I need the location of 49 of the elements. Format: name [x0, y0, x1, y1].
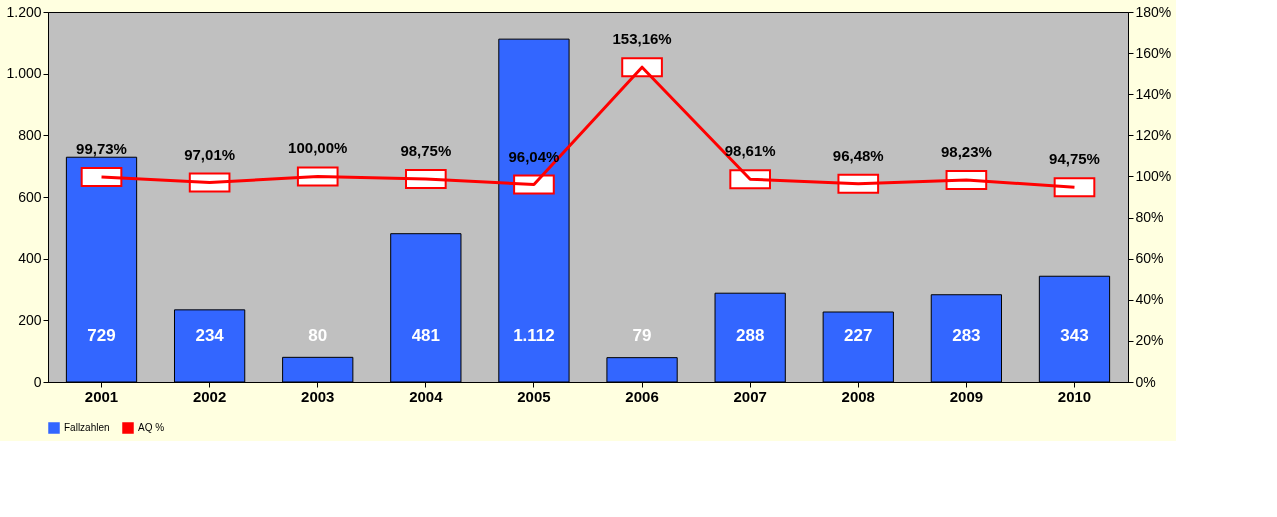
y2-tick-label: 40%	[1135, 291, 1164, 308]
data-label: 80	[308, 326, 328, 345]
data-label: 343	[1060, 326, 1089, 345]
data-label: 153,16%	[612, 30, 672, 48]
data-label: 729	[87, 326, 116, 345]
y2-tick-label: 80%	[1135, 209, 1164, 226]
y2-tick-label: 100%	[1135, 167, 1172, 184]
data-label: 283	[952, 326, 981, 345]
x-tick-label: 2003	[301, 387, 335, 405]
y-tick-label: 600	[18, 188, 42, 205]
y2-tick-label: 140%	[1135, 85, 1172, 102]
y2-tick-label: 20%	[1135, 332, 1164, 349]
y-tick-label: 0	[33, 373, 42, 390]
y-tick-label: 400	[18, 250, 42, 267]
data-label: 234	[195, 326, 225, 345]
legend-label: Fallzahlen	[64, 422, 110, 433]
data-label: 227	[844, 326, 873, 345]
y2-tick-label: 120%	[1135, 126, 1172, 143]
x-tick-label: 2005	[517, 387, 551, 405]
data-label: 98,61%	[724, 142, 776, 160]
x-tick-label: 2004	[409, 387, 444, 405]
y-tick-label: 800	[18, 126, 42, 143]
data-label: 98,75%	[400, 142, 452, 160]
y-tick-label: 1.200	[6, 3, 42, 20]
x-tick-label: 2006	[625, 387, 659, 405]
y-tick-label: 1.000	[6, 65, 42, 82]
y2-tick-label: 160%	[1135, 44, 1172, 61]
x-tick-label: 2009	[949, 387, 984, 405]
y-tick-label: 200	[18, 311, 42, 328]
x-tick-label: 2007	[733, 387, 767, 405]
data-label: 79	[632, 326, 652, 345]
legend-label: AQ %	[138, 422, 165, 433]
data-label: 1.112	[513, 326, 555, 345]
data-label: 97,01%	[184, 145, 236, 163]
data-label: 96,04%	[508, 147, 560, 165]
y2-tick-label: 0%	[1135, 373, 1156, 390]
data-label: 94,75%	[1049, 150, 1100, 168]
x-tick-label: 2001	[84, 387, 119, 405]
y2-tick-label: 180%	[1135, 3, 1172, 20]
data-label: 98,23%	[940, 143, 992, 161]
x-tick-label: 2002	[192, 387, 227, 405]
data-label: 100,00%	[288, 139, 348, 157]
y2-tick-label: 60%	[1135, 250, 1164, 267]
x-tick-label: 2008	[841, 387, 875, 405]
data-label: 288	[735, 326, 765, 345]
x-tick-label: 2010	[1057, 387, 1092, 405]
data-label: 481	[411, 326, 441, 345]
data-label: 96,48%	[832, 146, 884, 164]
data-label: 99,73%	[76, 140, 127, 157]
